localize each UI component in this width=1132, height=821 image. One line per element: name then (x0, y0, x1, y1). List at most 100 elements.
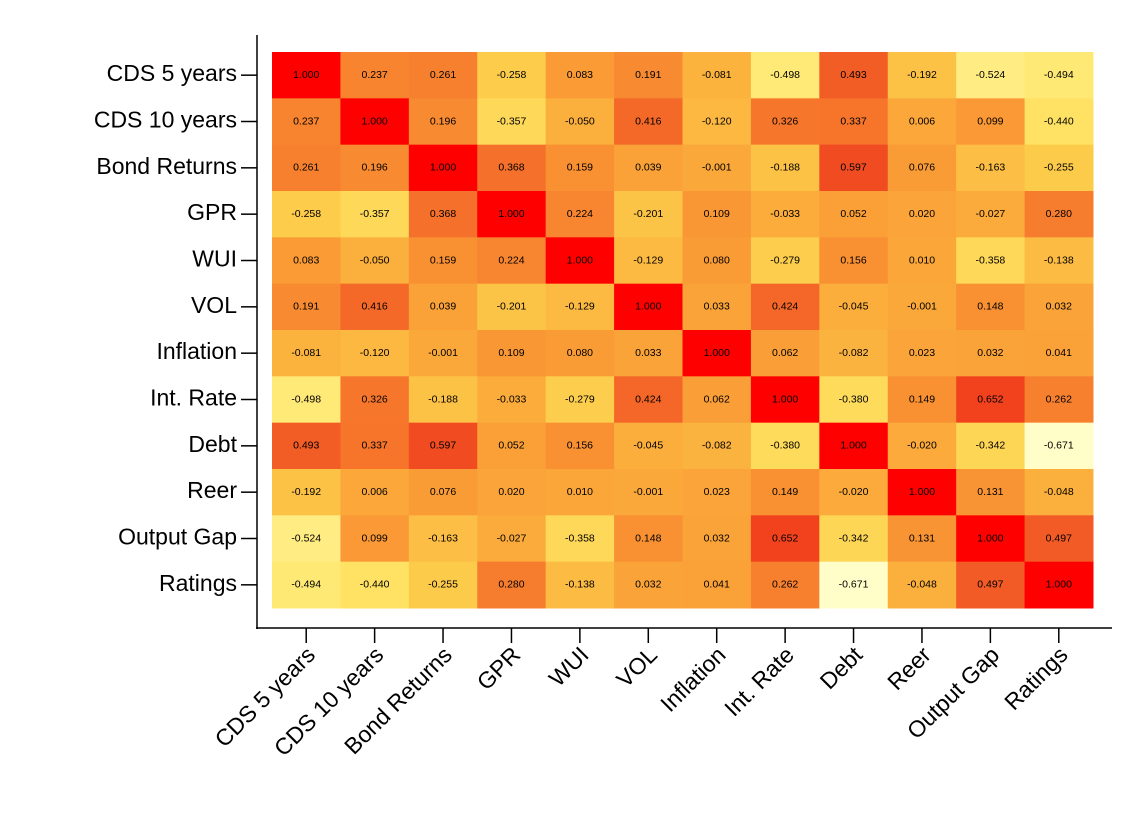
heatmap-cell (477, 330, 547, 377)
heatmap-cell (408, 330, 478, 377)
heatmap-cell (750, 561, 820, 609)
cell-label: 0.597 (840, 162, 866, 174)
cell-label: 0.424 (635, 393, 661, 405)
cell-label: 0.159 (430, 254, 456, 266)
heatmap-cell (614, 515, 683, 563)
heatmap-cell (272, 98, 341, 146)
heatmap-cell (408, 237, 478, 285)
heatmap-cell (887, 191, 957, 238)
heatmap-cell (819, 515, 889, 563)
cell-label: 0.039 (635, 162, 661, 174)
heatmap-cell (1024, 469, 1094, 516)
cell-label: 0.010 (909, 254, 935, 266)
cell-label: 0.109 (704, 208, 730, 220)
heatmap-cell (408, 469, 478, 516)
cell-label: -0.129 (565, 301, 595, 313)
cell-label: -0.163 (975, 162, 1005, 174)
cell-label: 0.020 (498, 486, 524, 498)
cell-label: 0.032 (704, 532, 730, 544)
cell-label: 0.062 (772, 347, 798, 359)
cell-label: -0.048 (1044, 486, 1074, 498)
y-tick-label: Debt (188, 431, 237, 457)
heatmap-cell (545, 330, 615, 377)
cell-label: 0.020 (909, 208, 935, 220)
heatmap-cell (1024, 52, 1094, 99)
heatmap-cell (272, 469, 341, 516)
heatmap-cell (887, 98, 957, 146)
heatmap-cell (340, 515, 410, 563)
cell-label: 0.652 (977, 393, 1003, 405)
cell-label: 0.416 (361, 301, 387, 313)
heatmap-cell (1024, 330, 1094, 377)
heatmap-cell (545, 422, 615, 470)
heatmap-cell (477, 98, 547, 146)
cell-label: 1.000 (840, 440, 866, 452)
cell-label: -0.081 (291, 347, 321, 359)
x-tick-label: GPR (472, 641, 526, 695)
cell-label: -0.671 (1044, 440, 1074, 452)
heatmap-cell (340, 144, 410, 192)
cell-label: -0.163 (428, 532, 458, 544)
heatmap-cell (340, 283, 410, 331)
cell-label: 0.337 (361, 440, 387, 452)
heatmap-cell (477, 283, 547, 331)
heatmap-cell (956, 376, 1026, 424)
heatmap-cell (477, 469, 547, 516)
heatmap-cell (1024, 237, 1094, 285)
y-tick-label: Int. Rate (150, 385, 237, 411)
heatmap-cell (956, 52, 1026, 99)
heatmap-cell (682, 469, 752, 516)
heatmap-cell (819, 376, 889, 424)
heatmap-cell (408, 191, 478, 238)
cell-label: 0.076 (430, 486, 456, 498)
cell-label: 1.000 (772, 393, 798, 405)
heatmap-cell (956, 237, 1026, 285)
heatmap-cell (887, 144, 957, 192)
cell-label: 0.039 (430, 301, 456, 313)
heatmap-cell (272, 515, 341, 563)
cell-label: 0.149 (772, 486, 798, 498)
cell-label: -0.045 (633, 440, 663, 452)
cell-label: -0.129 (633, 254, 663, 266)
cell-label: -0.138 (565, 579, 595, 591)
heatmap-cell (272, 191, 341, 238)
heatmap-cell (956, 561, 1026, 609)
heatmap-cell (545, 376, 615, 424)
cell-label: 0.597 (430, 440, 456, 452)
cell-label: -0.258 (497, 69, 527, 81)
cell-label: 0.148 (977, 301, 1003, 313)
heatmap-cell (477, 561, 547, 609)
heatmap-cell (750, 283, 820, 331)
heatmap-cell (956, 469, 1026, 516)
cell-label: -0.045 (839, 301, 869, 313)
heatmap-cell (340, 52, 410, 99)
cell-label: -0.342 (975, 440, 1005, 452)
cell-label: -0.258 (291, 208, 321, 220)
heatmap-cell (1024, 98, 1094, 146)
heatmap-cell (887, 422, 957, 470)
cell-label: -0.050 (360, 254, 390, 266)
cell-label: 0.497 (977, 579, 1003, 591)
cell-label: -0.498 (770, 69, 800, 81)
cell-label: 0.023 (704, 486, 730, 498)
cell-label: 0.149 (909, 393, 935, 405)
cell-label: 0.041 (1046, 347, 1072, 359)
cell-label: 0.497 (1046, 532, 1072, 544)
heatmap-cell (682, 52, 752, 99)
heatmap-cell (682, 144, 752, 192)
y-tick-label: GPR (187, 199, 237, 225)
heatmap-cell (614, 376, 683, 424)
heatmap-cell (272, 283, 341, 331)
cell-label: -0.082 (702, 440, 732, 452)
cell-label: -0.001 (702, 162, 732, 174)
cell-label: 0.032 (977, 347, 1003, 359)
heatmap-cell (614, 52, 683, 99)
cell-label: -0.524 (975, 69, 1005, 81)
cell-label: -0.020 (907, 440, 937, 452)
cell-label: 0.262 (772, 579, 798, 591)
cell-label: -0.255 (428, 579, 458, 591)
x-tick-label: WUI (544, 641, 594, 691)
heatmap-cell (614, 561, 683, 609)
x-tick-label: VOL (611, 641, 662, 692)
cell-label: 0.052 (498, 440, 524, 452)
